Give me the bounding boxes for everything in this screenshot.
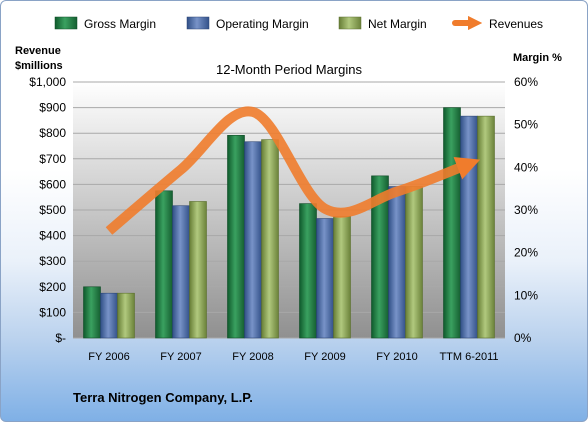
category-label: FY 2008 [232,351,273,363]
category-label: FY 2007 [160,351,201,363]
legend-swatch-gross-margin [54,16,78,30]
legend-label-operating-margin: Operating Margin [216,17,309,31]
legend-label-revenues: Revenues [489,17,543,31]
bar-gross-margin [443,107,461,339]
right-tick-label: 30% [514,203,538,217]
bar-net-margin [405,186,423,339]
bar-operating-margin [100,292,118,339]
left-tick-label: $200 [39,280,66,294]
bar-net-margin [477,115,495,339]
bar-net-margin [333,216,351,339]
left-tick-label: $700 [39,152,66,166]
legend-swatch-net-margin [338,16,362,30]
left-tick-label: $600 [39,177,66,191]
legend-label-gross-margin: Gross Margin [84,17,156,31]
bar-gross-margin [155,190,173,339]
left-tick-label: $900 [39,101,66,115]
bar-net-margin [261,139,279,339]
revenue-line-group [105,106,481,235]
category-label: FY 2010 [376,351,417,363]
gridlines [73,81,505,339]
right-tick-label: 10% [514,288,538,302]
bar-net-margin [189,201,207,339]
right-tick-label: 50% [514,118,538,132]
category-labels: FY 2006 FY 2007 FY 2008 FY 2009 FY 2010 TTM 6… [88,351,498,363]
bar-gross-margin [227,135,245,339]
left-tick-label: $1,000 [29,75,66,89]
bar-operating-margin [460,115,478,339]
bars-group [83,107,495,339]
bar-operating-margin [244,141,262,339]
bar-operating-margin [172,205,190,339]
right-tick-label: 60% [514,75,538,89]
category-label: FY 2009 [304,351,345,363]
right-tick-label: 40% [514,160,538,174]
left-tick-label: $500 [39,203,66,217]
left-axis-ticks: $- $100 $200 $300 $400 $500 $600 $700 $800 $900 $1… [29,75,66,345]
right-tick-label: 20% [514,246,538,260]
bar-operating-margin [316,218,334,339]
left-tick-label: $800 [39,126,66,140]
left-tick-label: $- [55,331,66,345]
bar-gross-margin [83,286,101,339]
left-tick-label: $400 [39,229,66,243]
bar-net-margin [117,292,135,339]
chart-title: 12-Month Period Margins [216,62,362,77]
right-axis-ticks: 0% 10% 20% 30% 40% 50% 60% [514,75,538,345]
left-tick-label: $300 [39,254,66,268]
left-axis-label-line2: $millions [15,60,63,72]
legend: Gross Margin Operating Margin Net Margin… [54,15,543,31]
legend-swatch-operating-margin [186,16,210,30]
left-axis-label-line1: Revenue [15,45,61,57]
bar-operating-margin [388,186,406,339]
category-label: TTM 6-2011 [439,351,498,363]
right-axis-label: Margin % [513,52,562,64]
right-tick-label: 0% [514,331,532,345]
bar-gross-margin [299,203,317,339]
left-tick-label: $100 [39,305,66,319]
revenue-line [105,106,481,235]
legend-label-net-margin: Net Margin [368,17,427,31]
category-label: FY 2006 [88,351,129,363]
company-name: Terra Nitrogen Company, L.P. [73,390,253,405]
